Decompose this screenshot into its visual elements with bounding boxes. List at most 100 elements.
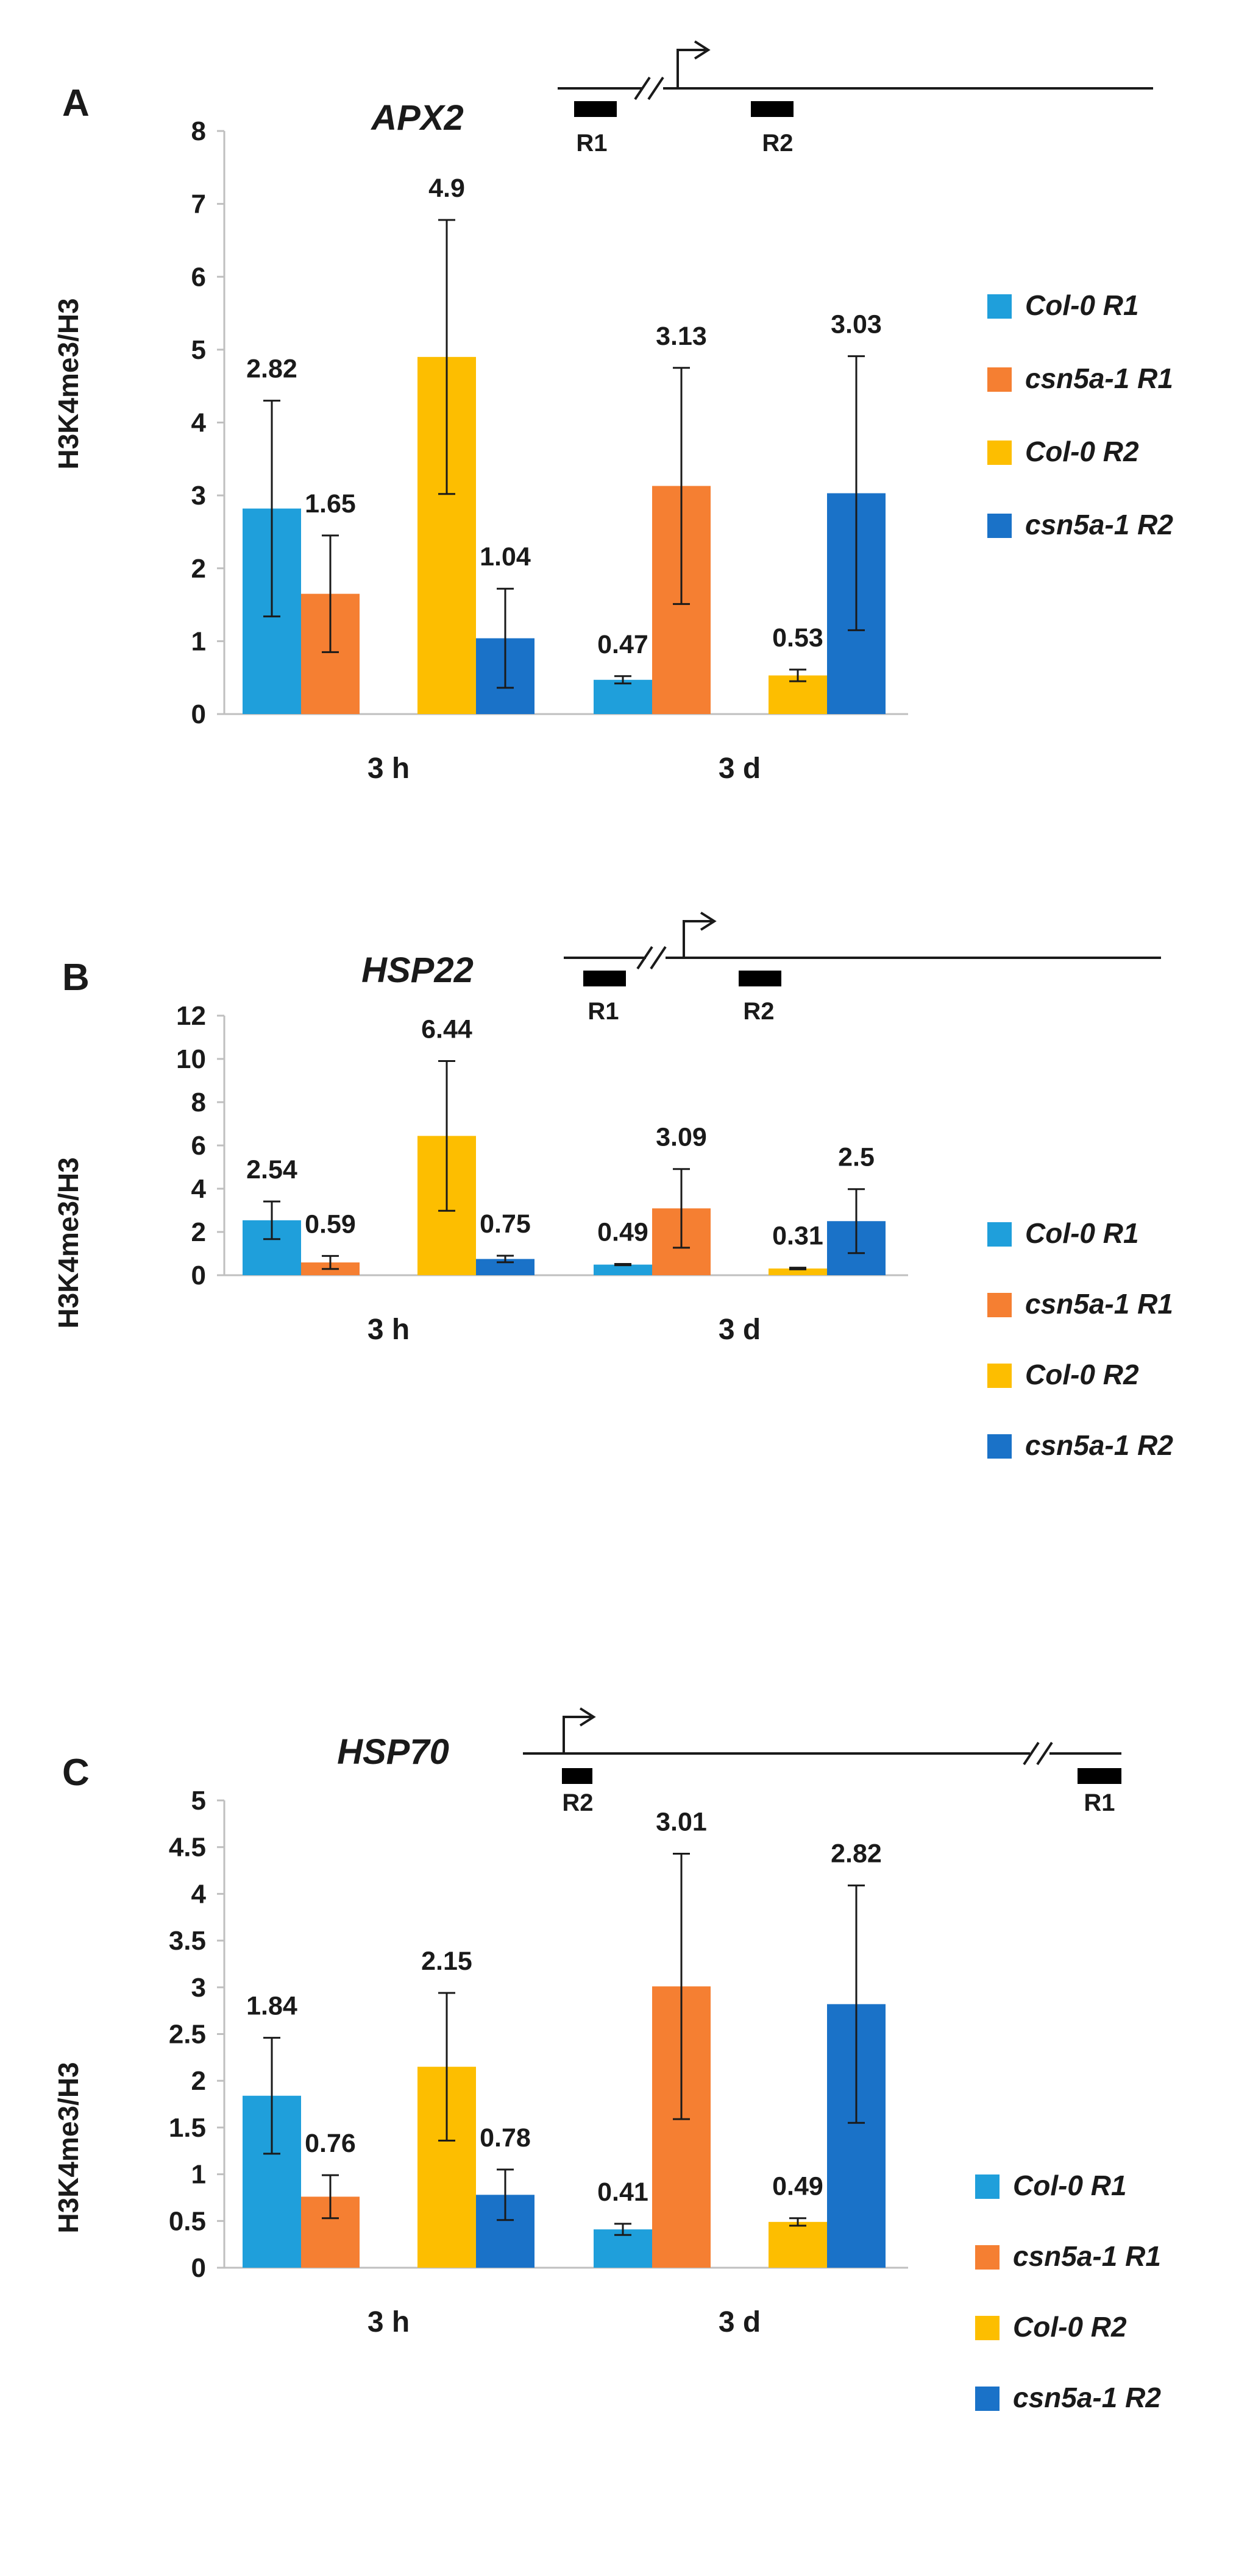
legend-label-col-0-r1: Col-0 R1 [1025, 289, 1139, 321]
region-marker-r1 [574, 101, 617, 117]
data-label: 2.5 [838, 1143, 875, 1172]
y-tick-label: 4 [191, 1879, 207, 1909]
data-label: 4.9 [428, 174, 465, 203]
y-axis-tick-labels: 0 2 4 6 8 10 12 [176, 1001, 206, 1290]
y-tick-label: 3 [191, 1973, 206, 2003]
error-bar [438, 1992, 455, 2142]
data-label: 0.47 [597, 630, 648, 659]
data-label: 0.49 [597, 1218, 648, 1247]
region-marker-r2 [739, 971, 781, 986]
data-label: 0.78 [480, 2123, 531, 2153]
error-bar [789, 2217, 806, 2227]
error-bar [497, 587, 514, 689]
data-label: 2.82 [246, 355, 297, 384]
data-labels: 2.82 0.47 1.65 3.13 4.9 0.53 1.04 3.03 [246, 174, 882, 659]
panel-a: A APX2 R1 R2 0 1 2 3 4 5 6 7 8 2.82 0.47 1.65 3.13 4… [52, 40, 1173, 785]
bar-series [243, 356, 886, 714]
x-axis-category-labels: 3 h 3 d [368, 1314, 761, 1346]
error-bar [614, 2223, 631, 2236]
y-tick-label: 8 [191, 116, 206, 146]
legend: Col-0 R1 csn5a-1 R1 Col-0 R2 csn5a-1 R2 [975, 2170, 1161, 2413]
error-bar [848, 355, 865, 631]
legend-label-csn5a-1-r1: csn5a-1 R1 [1025, 363, 1173, 394]
x-axis-category-labels: 3 h 3 d [368, 2306, 761, 2338]
panel-letter: A [62, 82, 90, 124]
y-tick-label: 4 [191, 1174, 207, 1204]
y-tick-label: 0 [191, 699, 206, 729]
region-label-r1: R1 [588, 998, 619, 1025]
y-tick-label: 5 [191, 335, 206, 365]
y-tick-label: 2 [191, 1217, 206, 1247]
y-tick-label: 6 [191, 1131, 206, 1161]
legend-swatch-col-0-r2 [975, 2316, 1000, 2340]
gene-diagram [523, 1707, 1121, 1766]
category-label: 3 d [719, 2306, 761, 2338]
data-label: 2.82 [831, 1839, 882, 1869]
data-label: 0.49 [772, 2172, 823, 2201]
error-bar [673, 1168, 690, 1249]
error-bar [614, 675, 631, 685]
y-axis-label: H3K4me3/H3 [52, 298, 84, 469]
legend-swatch-col-0-r2 [987, 1364, 1012, 1388]
panel-letter: B [62, 957, 90, 999]
category-label: 3 h [368, 2306, 410, 2338]
data-label: 2.15 [421, 1947, 472, 1976]
y-axis-label: H3K4me3/H3 [52, 2062, 84, 2233]
bar-series [243, 1986, 886, 2268]
y-tick-label: 2.5 [169, 2020, 206, 2050]
region-marker-r2 [751, 101, 794, 117]
legend-swatch-col-0-r1 [987, 294, 1012, 319]
bar-series [243, 1136, 886, 1275]
y-tick-label: 1 [191, 2160, 206, 2190]
legend: Col-0 R1 csn5a-1 R1 Col-0 R2 csn5a-1 R2 [987, 1217, 1173, 1461]
category-label: 3 d [719, 752, 761, 785]
category-label: 3 h [368, 752, 410, 785]
data-label: 0.53 [772, 623, 823, 653]
error-bar [789, 668, 806, 682]
data-labels: 2.54 0.49 0.59 3.09 6.44 0.31 0.75 2.5 [246, 1015, 875, 1251]
y-tick-label: 3 [191, 481, 206, 511]
legend-swatch-col-0-r1 [987, 1222, 1012, 1247]
y-tick-label: 7 [191, 189, 206, 219]
error-bar [614, 1263, 631, 1267]
gene-diagram [564, 911, 1161, 970]
data-label: 0.31 [772, 1222, 823, 1251]
region-label-r1: R1 [576, 130, 607, 157]
region-marker-r1 [583, 971, 626, 986]
y-tick-label: 0 [191, 2253, 206, 2283]
legend-label-col-0-r2: Col-0 R2 [1025, 436, 1139, 467]
error-bars [263, 1060, 865, 1270]
data-label: 2.54 [246, 1155, 297, 1184]
y-tick-label: 5 [191, 1786, 206, 1816]
gene-diagram [558, 40, 1153, 101]
legend-label-csn5a-1-r2: csn5a-1 R2 [1025, 509, 1173, 540]
legend-swatch-csn5a-1-r1 [987, 367, 1012, 392]
error-bar [322, 534, 339, 653]
legend-label-col-0-r2: Col-0 R2 [1025, 1359, 1139, 1390]
error-bar [497, 1254, 514, 1264]
legend-swatch-csn5a-1-r2 [987, 514, 1012, 538]
error-bar [848, 1884, 865, 2124]
category-label: 3 h [368, 1314, 410, 1346]
bar-col-0-r1-3d [594, 679, 652, 714]
bar-col-0-r2-3d [769, 1268, 827, 1275]
error-bar [848, 1188, 865, 1254]
error-bar [789, 1267, 806, 1270]
y-tick-label: 2 [191, 554, 206, 584]
legend-label-csn5a-1-r2: csn5a-1 R2 [1025, 1429, 1173, 1461]
panel-b: B HSP22 R1 R2 0 2 4 6 8 10 12 2.54 0.49 0.59 3.09… [52, 911, 1173, 1461]
data-label: 6.44 [421, 1015, 472, 1044]
y-tick-label: 0 [191, 1261, 206, 1290]
legend-swatch-csn5a-1-r2 [975, 2387, 1000, 2411]
data-label: 0.76 [305, 2129, 356, 2158]
bar-col-0-r1-3d [594, 1264, 652, 1275]
data-label: 0.59 [305, 1209, 356, 1239]
data-label: 1.84 [246, 1992, 297, 2021]
data-label: 0.41 [597, 2178, 648, 2207]
y-tick-label: 3.5 [169, 1926, 206, 1956]
y-tick-label: 4 [191, 408, 207, 438]
bar-col-0-r2-3d [769, 2221, 827, 2268]
error-bar [322, 1254, 339, 1270]
legend-swatch-csn5a-1-r2 [987, 1434, 1012, 1459]
